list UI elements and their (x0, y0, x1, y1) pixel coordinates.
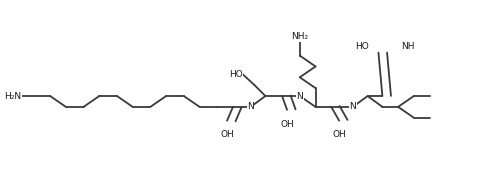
Text: OH: OH (220, 130, 234, 139)
Text: NH: NH (401, 42, 415, 51)
Text: OH: OH (280, 120, 294, 129)
Text: HO: HO (229, 70, 243, 79)
Text: NH₂: NH₂ (291, 32, 309, 41)
Text: OH: OH (332, 131, 346, 140)
Text: N: N (247, 102, 254, 111)
Text: N: N (349, 102, 356, 111)
Text: N: N (296, 92, 303, 101)
Text: H₂N: H₂N (4, 92, 22, 101)
Text: HO: HO (355, 42, 368, 51)
